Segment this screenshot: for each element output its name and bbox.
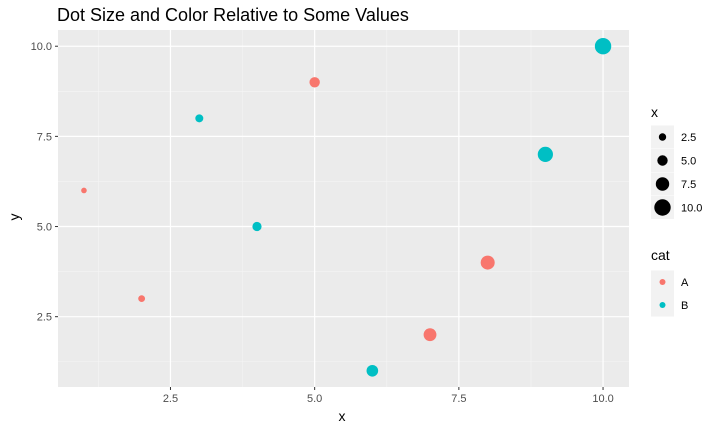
- data-point-10: [594, 38, 612, 55]
- data-point-3: [195, 114, 204, 123]
- y-tick-label: 5.0: [37, 222, 52, 234]
- size-legend-key: [655, 177, 670, 191]
- data-point-2: [138, 295, 146, 303]
- data-points: [81, 38, 612, 377]
- color-legend-title: cat: [651, 247, 670, 263]
- size-legend-key: [657, 155, 668, 166]
- size-legend-title: x: [651, 104, 658, 120]
- color-legend-label: B: [681, 300, 688, 312]
- y-axis-title: y: [6, 214, 22, 221]
- chart-title: Dot Size and Color Relative to Some Valu…: [57, 5, 409, 25]
- x-axis-title: x: [339, 408, 346, 424]
- data-point-6: [366, 364, 379, 377]
- x-tick-label: 10.0: [592, 393, 613, 405]
- x-tick-label: 5.0: [307, 393, 322, 405]
- x-tick-label: 2.5: [163, 393, 178, 405]
- plot-panel: [58, 30, 629, 387]
- data-point-8: [480, 255, 495, 270]
- size-legend-label: 5.0: [681, 156, 696, 168]
- x-tick-label: 7.5: [451, 393, 466, 405]
- size-legend-key: [658, 133, 667, 141]
- size-legend-label: 2.5: [681, 132, 696, 144]
- size-legend-label: 7.5: [681, 179, 696, 191]
- data-point-5: [309, 77, 320, 88]
- data-point-9: [537, 146, 553, 163]
- y-tick-label: 2.5: [37, 312, 52, 324]
- size-legend-label: 10.0: [681, 203, 702, 215]
- data-point-1: [81, 187, 87, 194]
- panel-background: [58, 30, 629, 387]
- color-legend: cat AB: [651, 247, 689, 317]
- color-legend-key: [659, 279, 666, 285]
- data-point-7: [423, 328, 437, 342]
- color-legend-key: [659, 302, 666, 308]
- axes: 2.5 5.0 7.5 10.0 2.5 5.0 7.5 10.0: [31, 41, 614, 405]
- size-legend-key: [654, 199, 671, 216]
- color-legend-label: A: [681, 277, 689, 289]
- data-point-4: [252, 221, 262, 232]
- y-tick-label: 10.0: [31, 41, 52, 53]
- y-tick-label: 7.5: [37, 131, 52, 143]
- size-legend: x 2.5 5.0 7.5 10.0: [651, 104, 702, 219]
